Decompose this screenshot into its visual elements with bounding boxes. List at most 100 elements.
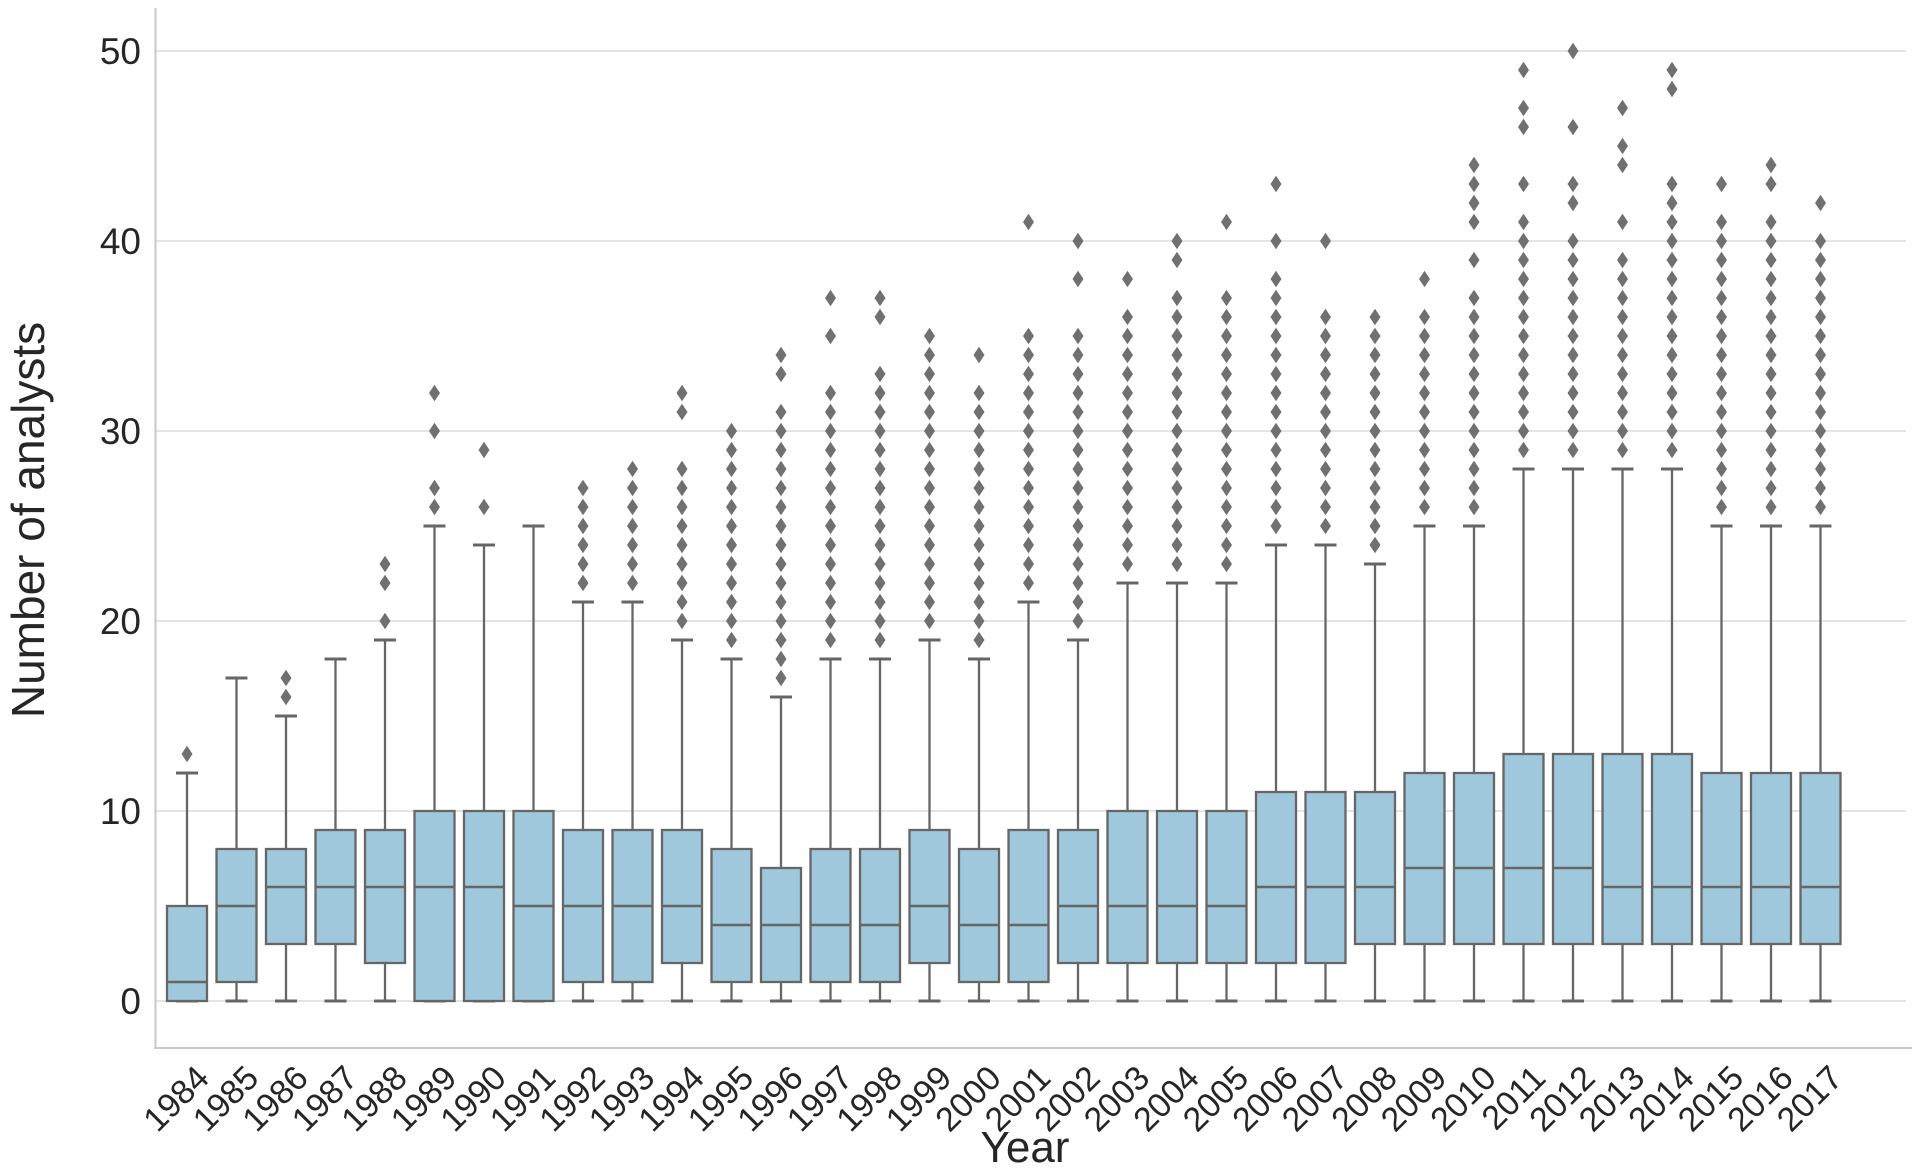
- outlier-diamond: [1122, 384, 1133, 402]
- outlier-diamond: [577, 517, 589, 535]
- outlier-diamond: [1666, 308, 1678, 326]
- outlier-diamond: [1666, 194, 1678, 212]
- outlier-diamond: [1419, 270, 1430, 288]
- outlier-diamond: [1023, 384, 1034, 402]
- box-1996: [759, 346, 803, 1003]
- outlier-diamond: [874, 308, 886, 326]
- outlier-diamond: [924, 574, 935, 592]
- outlier-diamond: [627, 555, 638, 573]
- outlier-diamond: [1369, 346, 1381, 364]
- outlier-diamond: [1716, 460, 1727, 478]
- outlier-diamond: [1369, 498, 1381, 516]
- outlier-diamond: [1666, 384, 1678, 402]
- outlier-diamond: [1122, 327, 1133, 345]
- box-1992: [561, 479, 605, 1003]
- outlier-diamond: [1270, 498, 1282, 516]
- outlier-diamond: [1468, 308, 1480, 326]
- iqr-box: [165, 904, 209, 1003]
- outlier-diamond: [429, 422, 440, 440]
- outlier-diamond: [1518, 118, 1529, 136]
- box-layer: [165, 42, 1842, 1003]
- outlier-diamond: [379, 555, 391, 573]
- outlier-diamond: [1171, 479, 1183, 497]
- outlier-diamond: [1518, 384, 1529, 402]
- outlier-diamond: [726, 479, 737, 497]
- outlier-diamond: [1023, 213, 1034, 231]
- outlier-diamond: [676, 460, 688, 478]
- axis-spines: [154, 8, 1912, 1049]
- outlier-diamond: [1716, 479, 1727, 497]
- outlier-diamond: [627, 536, 638, 554]
- outlier-diamond: [1023, 555, 1034, 573]
- y-tick-label: 10: [100, 791, 141, 832]
- outlier-diamond: [1815, 270, 1826, 288]
- outlier-diamond: [924, 422, 935, 440]
- outlier-diamond: [1468, 365, 1480, 383]
- outlier-diamond: [1221, 460, 1232, 478]
- box-2003: [1106, 270, 1149, 1003]
- outlier-diamond: [280, 669, 292, 687]
- outlier-diamond: [1617, 308, 1628, 326]
- outlier-diamond: [1666, 232, 1678, 250]
- outlier-diamond: [825, 574, 836, 592]
- outlier-diamond: [379, 574, 391, 592]
- outlier-diamond: [1468, 460, 1480, 478]
- outlier-diamond: [1221, 441, 1232, 459]
- outlier-diamond: [1468, 498, 1480, 516]
- outlier-diamond: [1122, 555, 1133, 573]
- outlier-diamond: [478, 441, 490, 459]
- y-tick-label: 40: [100, 221, 141, 262]
- outlier-diamond: [825, 289, 836, 307]
- outlier-diamond: [775, 555, 787, 573]
- iqr-box: [1452, 771, 1496, 946]
- iqr-box: [710, 847, 753, 984]
- outlier-diamond: [1122, 403, 1133, 421]
- outlier-diamond: [1320, 460, 1331, 478]
- iqr-box: [413, 809, 456, 1003]
- iqr-box: [957, 847, 1001, 984]
- iqr-box: [858, 847, 902, 984]
- outlier-diamond: [1666, 346, 1678, 364]
- outlier-diamond: [924, 365, 935, 383]
- box-2015: [1700, 175, 1743, 1003]
- outlier-diamond: [825, 422, 836, 440]
- outlier-diamond: [1171, 232, 1183, 250]
- box-1993: [611, 460, 654, 1003]
- outlier-diamond: [676, 403, 688, 421]
- outlier-diamond: [973, 422, 985, 440]
- outlier-diamond: [924, 384, 935, 402]
- outlier-diamond: [924, 346, 935, 364]
- outlier-diamond: [1518, 327, 1529, 345]
- iqr-box: [215, 847, 258, 984]
- outlier-diamond: [1815, 479, 1826, 497]
- outlier-diamond: [1171, 384, 1183, 402]
- box-2002: [1056, 232, 1100, 1003]
- outlier-diamond: [874, 612, 886, 630]
- outlier-diamond: [1369, 327, 1381, 345]
- outlier-diamond: [1518, 270, 1529, 288]
- outlier-diamond: [1617, 289, 1628, 307]
- outlier-diamond: [1221, 422, 1232, 440]
- outlier-diamond: [775, 612, 787, 630]
- outlier-diamond: [1122, 498, 1133, 516]
- box-1989: [413, 384, 456, 1003]
- box-2009: [1403, 270, 1446, 1003]
- outlier-diamond: [973, 612, 985, 630]
- outlier-diamond: [973, 441, 985, 459]
- outlier-diamond: [280, 688, 292, 706]
- outlier-diamond: [1369, 479, 1381, 497]
- outlier-diamond: [1072, 346, 1084, 364]
- outlier-diamond: [1765, 460, 1777, 478]
- outlier-diamond: [1666, 270, 1678, 288]
- outlier-diamond: [973, 517, 985, 535]
- outlier-diamond: [577, 574, 589, 592]
- box-1997: [809, 289, 852, 1003]
- outlier-diamond: [1122, 346, 1133, 364]
- outlier-diamond: [1369, 422, 1381, 440]
- outlier-diamond: [1617, 137, 1628, 155]
- outlier-diamond: [429, 384, 440, 402]
- outlier-diamond: [1617, 422, 1628, 440]
- outlier-diamond: [1567, 403, 1579, 421]
- outlier-diamond: [1369, 403, 1381, 421]
- box-2008: [1353, 308, 1397, 1003]
